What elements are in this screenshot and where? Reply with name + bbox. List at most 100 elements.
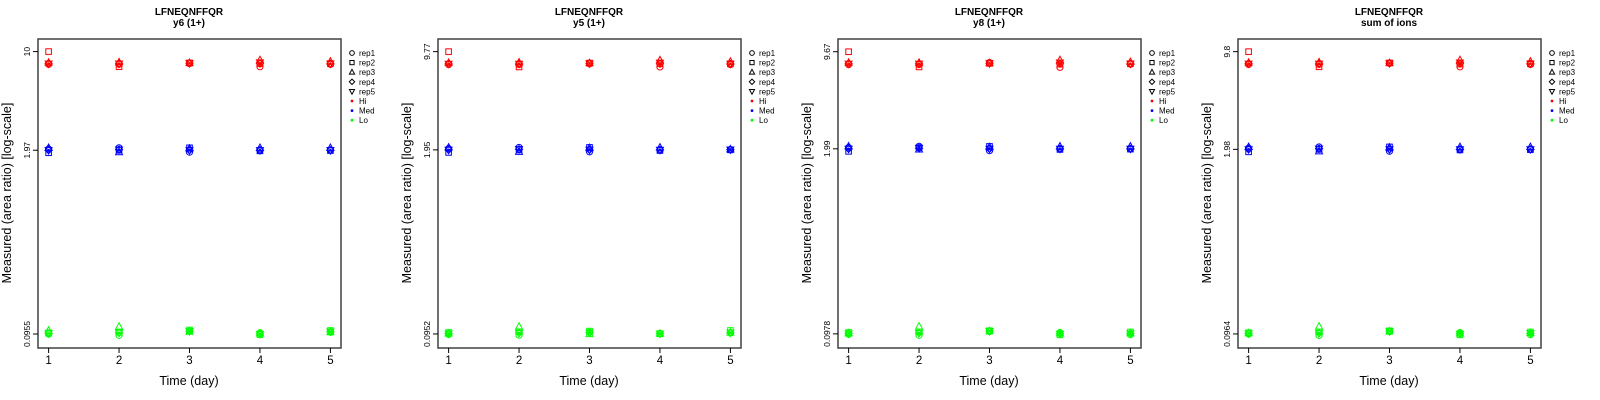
data-point-triangle-down <box>255 330 265 339</box>
points-Med <box>844 141 1135 155</box>
plot-subtitle: y5 (1+) <box>573 18 605 29</box>
data-point-dot <box>258 148 262 152</box>
legend-label: Hi <box>359 97 367 106</box>
data-point-triangle-up <box>114 321 124 330</box>
legend-label: Med <box>1559 107 1575 116</box>
data-point-dot <box>750 109 754 112</box>
data-point-triangle-up <box>585 58 594 67</box>
plot-title: LFNEQNFFQR <box>555 7 624 18</box>
data-point-triangle-down <box>748 88 756 96</box>
data-point-dot <box>350 109 354 112</box>
points-Med <box>1244 142 1535 156</box>
points-Hi <box>844 48 1135 71</box>
y-axis-label: Measured (area ratio) [log-scale] <box>800 103 814 284</box>
data-point-dot <box>117 331 121 335</box>
data-point-dot <box>1128 147 1132 151</box>
data-point-dot <box>517 62 521 66</box>
data-point-dot <box>328 330 332 334</box>
y-tick-label: 9.8 <box>1222 45 1232 57</box>
data-point-triangle-down <box>185 60 194 69</box>
data-point-triangle-down <box>1385 328 1394 337</box>
legend-label: rep3 <box>359 68 376 77</box>
points-Lo <box>44 321 335 339</box>
data-point-triangle-down <box>726 60 735 69</box>
legend-label: Lo <box>359 116 368 125</box>
data-point-dot <box>728 62 732 66</box>
data-point-triangle-down <box>1055 145 1065 154</box>
x-tick-label: 1 <box>445 355 451 367</box>
legend-label: Hi <box>759 97 767 106</box>
data-point-dot <box>1458 147 1462 151</box>
data-point-triangle-up <box>914 321 924 330</box>
data-point-triangle-down <box>326 60 335 69</box>
data-point-dot <box>847 332 851 335</box>
plot-title: LFNEQNFFQR <box>155 7 224 18</box>
data-point-triangle-down <box>326 328 335 337</box>
plot-box <box>1237 38 1542 349</box>
legend-label: Med <box>359 107 375 116</box>
data-point-triangle-down <box>326 147 335 156</box>
points-Lo <box>844 321 1135 339</box>
x-tick-label: 1 <box>1245 355 1251 367</box>
data-point-dot <box>1317 147 1321 151</box>
data-point-square <box>1245 48 1252 55</box>
data-point-triangle-down <box>185 328 194 337</box>
y-tick-label: 9.77 <box>422 43 432 60</box>
x-tick-label: 2 <box>1316 355 1322 367</box>
panel-sum-of-ions: LFNEQNFFQR sum of ions 9.8 1.98 0.0964 1 2 3 4 5 T… <box>1200 0 1600 400</box>
data-point-triangle-down <box>1526 60 1535 69</box>
points-Med <box>44 142 335 157</box>
data-point-triangle-down <box>1526 146 1535 155</box>
data-point-dot <box>447 62 451 66</box>
data-point-dot <box>1550 118 1554 122</box>
data-point-triangle-down <box>914 145 924 154</box>
data-point-triangle-up <box>726 327 735 336</box>
data-point-dot <box>658 332 662 335</box>
legend-label: rep4 <box>759 78 776 87</box>
legend-label: rep5 <box>1559 87 1576 96</box>
data-point-triangle-down <box>1055 330 1065 339</box>
data-point-triangle-down <box>1385 60 1394 69</box>
data-point-dot <box>917 62 921 66</box>
data-point-triangle-down <box>914 330 924 338</box>
legend-label: Hi <box>1159 97 1167 106</box>
data-point-triangle-down <box>1126 145 1135 154</box>
data-point-triangle-down <box>655 59 665 68</box>
data-point-dot <box>1247 147 1251 151</box>
data-point-triangle-down <box>585 60 594 69</box>
data-point-triangle-down <box>914 60 924 69</box>
y-tick-label: 9.67 <box>822 43 832 60</box>
points-Med <box>444 142 735 156</box>
x-tick-label: 3 <box>986 355 992 367</box>
data-point-dot <box>988 147 991 151</box>
data-point-dot <box>258 62 262 66</box>
data-point-dot <box>847 147 851 151</box>
legend-label: rep3 <box>759 68 776 77</box>
data-point-dot <box>917 146 921 150</box>
points-Lo <box>444 321 735 339</box>
data-point-triangle-down <box>348 88 356 96</box>
data-point-dot <box>188 61 191 65</box>
x-tick-label: 5 <box>327 355 333 367</box>
data-point-square <box>1549 60 1555 66</box>
data-point-triangle-down <box>444 330 453 339</box>
data-point-triangle-up <box>1126 328 1135 337</box>
data-point-triangle-down <box>1314 145 1324 154</box>
data-point-triangle-up <box>748 68 756 75</box>
y-axis-label: Measured (area ratio) [log-scale] <box>0 103 14 284</box>
data-point-dot <box>1550 99 1554 103</box>
data-point-dot <box>658 62 662 66</box>
data-point-diamond <box>1148 78 1156 86</box>
data-point-triangle-up <box>655 328 665 337</box>
data-point-triangle-down <box>585 329 594 338</box>
x-tick-label: 4 <box>657 355 664 367</box>
legend-label: rep3 <box>1159 68 1176 77</box>
data-point-triangle-up <box>348 68 356 75</box>
x-tick-label: 5 <box>727 355 733 367</box>
data-point-dot <box>447 148 451 152</box>
legend-label: rep5 <box>359 87 376 96</box>
data-point-triangle-down <box>185 147 194 156</box>
legend-label: rep4 <box>1159 78 1176 87</box>
